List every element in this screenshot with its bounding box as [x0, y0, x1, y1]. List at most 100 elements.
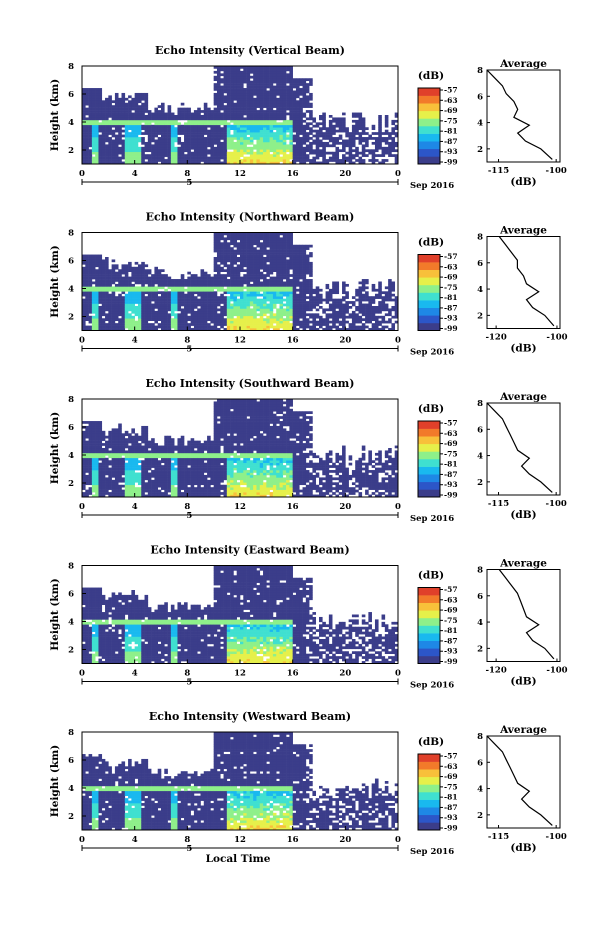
heatmap-cell	[144, 323, 149, 326]
heatmap-cell	[98, 137, 103, 140]
heatmap-cell	[141, 298, 145, 302]
heatmap-cell	[95, 141, 99, 145]
heatmap-cell	[137, 117, 142, 121]
heatmap-cell	[259, 129, 264, 133]
heatmap-cell	[210, 137, 214, 140]
heatmap-cell	[335, 149, 340, 153]
heatmap-cell	[236, 291, 241, 295]
heatmap-cell	[266, 288, 270, 292]
heatmap-cell	[82, 474, 86, 478]
heatmap-cell	[91, 489, 96, 493]
heatmap-cell	[124, 124, 129, 128]
heatmap-cell	[144, 269, 149, 272]
heatmap-cell	[259, 154, 264, 157]
heatmap-cell	[170, 115, 175, 118]
heatmap-cell	[95, 90, 99, 94]
heatmap-cell	[388, 137, 392, 140]
heatmap-cell	[358, 315, 363, 319]
heatmap-cell	[348, 141, 353, 145]
heatmap-cell	[105, 283, 109, 287]
heatmap-cell	[240, 146, 244, 150]
heatmap-cell	[203, 310, 208, 314]
heatmap-cell	[190, 115, 195, 118]
heatmap-cell	[213, 237, 218, 241]
heatmap-cell	[88, 264, 93, 268]
heatmap-cell	[365, 127, 369, 130]
heatmap-cell	[358, 161, 363, 165]
heatmap-cell	[315, 286, 320, 290]
heatmap-cell	[269, 144, 274, 148]
heatmap-cell	[243, 146, 247, 150]
heatmap-cell	[157, 154, 162, 157]
heatmap-cell	[134, 132, 139, 135]
heatmap-cell	[263, 66, 267, 69]
heatmap-cell	[177, 279, 182, 282]
heatmap-cell	[276, 310, 280, 314]
heatmap-cell	[243, 88, 247, 91]
heatmap-cell	[305, 105, 310, 108]
heatmap-cell	[121, 100, 126, 104]
heatmap-cell	[88, 286, 93, 290]
heatmap-cell	[223, 100, 228, 104]
heatmap-cell	[213, 318, 218, 321]
heatmap-cell	[121, 119, 126, 123]
heatmap-cell	[95, 95, 99, 99]
heatmap-cell	[161, 122, 165, 126]
heatmap-cell	[309, 315, 313, 319]
x-tick-label: 0	[395, 336, 401, 346]
heatmap-cell	[230, 117, 234, 121]
heatmap-cell	[249, 259, 254, 263]
heatmap-cell	[249, 75, 254, 79]
heatmap-cell	[207, 318, 211, 321]
heatmap-cell	[134, 107, 139, 111]
heatmap-cell	[88, 428, 93, 432]
heatmap-cell	[256, 261, 261, 265]
heatmap-cell	[147, 132, 152, 135]
heatmap-cell	[233, 127, 238, 130]
heatmap-cell	[230, 161, 234, 165]
heatmap-cell	[309, 161, 313, 165]
heatmap-cell	[114, 139, 119, 143]
heatmap-cell	[315, 154, 320, 157]
heatmap-cell	[144, 296, 149, 299]
heatmap-cell	[134, 119, 139, 123]
heatmap-cell	[151, 328, 155, 331]
heatmap-cell	[279, 75, 284, 79]
heatmap-cell	[259, 112, 264, 116]
heatmap-cell	[374, 308, 379, 312]
heatmap-cell	[91, 274, 96, 277]
heatmap-cell	[355, 119, 359, 123]
heatmap-cell	[197, 298, 201, 302]
heatmap-cell	[114, 286, 119, 290]
heatmap-cell	[249, 132, 254, 135]
heatmap-cell	[378, 291, 382, 295]
heatmap-cell	[226, 97, 231, 101]
heatmap-cell	[361, 293, 366, 297]
heatmap-cell	[269, 310, 274, 314]
heatmap-cell	[256, 281, 261, 285]
heatmap-cell	[312, 323, 317, 326]
heatmap-cell	[295, 88, 300, 91]
heatmap-cell	[249, 315, 254, 319]
heatmap-cell	[236, 306, 241, 309]
heatmap-cell	[381, 132, 386, 135]
heatmap-cell	[263, 78, 267, 81]
heatmap-cell	[154, 286, 159, 290]
heatmap-cell	[272, 159, 277, 162]
heatmap-cell	[286, 315, 290, 319]
heatmap-cell	[246, 139, 251, 143]
heatmap-cell	[213, 95, 218, 99]
heatmap-cell	[134, 129, 139, 133]
heatmap-cell	[220, 119, 224, 123]
heatmap-cell	[309, 159, 313, 162]
heatmap-cell	[91, 264, 96, 268]
heatmap-cell	[207, 328, 211, 331]
heatmap-cell	[266, 80, 270, 84]
heatmap-cell	[197, 115, 201, 118]
heatmap-cell	[193, 291, 198, 295]
heatmap-cell	[85, 435, 89, 439]
heatmap-cell	[246, 266, 251, 270]
heatmap-cell	[315, 293, 320, 297]
heatmap-cell	[368, 134, 372, 138]
heatmap-cell	[88, 266, 93, 270]
